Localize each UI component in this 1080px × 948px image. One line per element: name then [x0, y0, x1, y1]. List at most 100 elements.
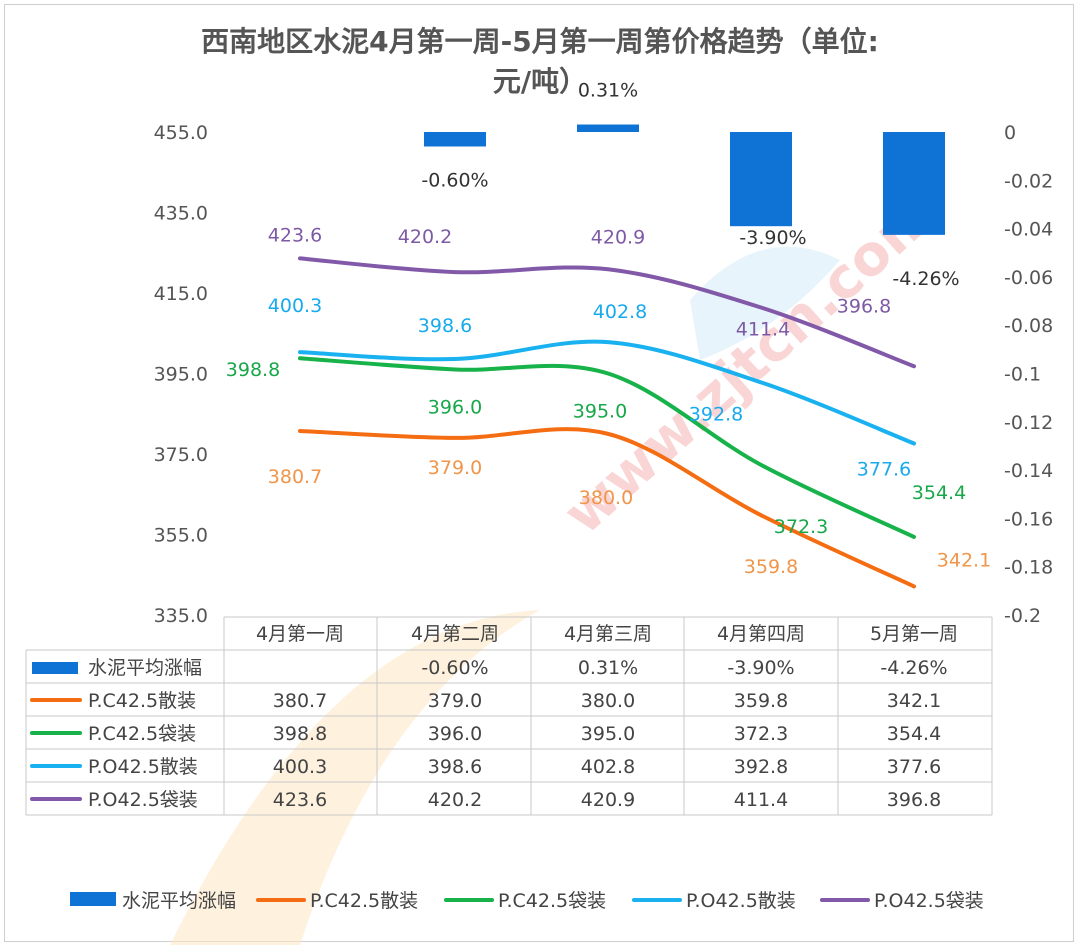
right-tick: -0.02: [1004, 170, 1053, 192]
table-cell: 380.0: [581, 690, 635, 712]
right-tick: -0.12: [1004, 412, 1053, 434]
table-cell: 396.0: [428, 723, 482, 745]
line-label-1-1: 396.0: [428, 396, 482, 418]
line-label-3-2: 420.9: [591, 226, 645, 248]
legend-label: P.O42.5袋装: [874, 890, 984, 912]
table-row-name: 水泥平均涨幅: [88, 657, 202, 679]
table-cell: 420.9: [581, 789, 635, 811]
data-labels: -0.60% 0.31% -3.90% -4.26% 380.7 379.0 380.0 35…: [226, 80, 991, 579]
table-cell: 392.8: [734, 756, 788, 778]
bar-4: [883, 132, 945, 235]
table-header-cell: 4月第四周: [717, 623, 805, 645]
table-row-name: P.C42.5袋装: [88, 723, 196, 745]
bar-label-2: 0.31%: [578, 80, 638, 102]
right-tick: -0.04: [1004, 219, 1053, 241]
bar-label-4: -4.26%: [892, 268, 959, 290]
line-label-2-2: 402.8: [593, 301, 647, 323]
line-label-1-2: 395.0: [573, 401, 627, 423]
line-label-3-4: 396.8: [837, 295, 891, 317]
right-tick: -0.16: [1004, 508, 1053, 530]
line-label-2-3: 392.8: [689, 403, 743, 425]
line-label-0-2: 380.0: [579, 487, 633, 509]
legend-key-bar: [70, 892, 116, 906]
table-cell: 342.1: [887, 690, 941, 712]
chart-title-line1: 西南地区水泥4月第一周-5月第一周第价格趋势（单位:: [201, 25, 879, 58]
legend-label: P.O42.5散装: [686, 890, 796, 912]
bar-label-3: -3.90%: [739, 227, 806, 249]
bar-1: [424, 132, 486, 147]
left-tick: 335.0: [154, 605, 208, 627]
watermark-swoosh: [170, 610, 540, 945]
table-cell: 396.8: [887, 789, 941, 811]
bar-series: [424, 124, 945, 235]
line-label-1-0: 398.8: [226, 359, 280, 381]
table-header-cell: 4月第一周: [256, 623, 344, 645]
table-cell: 411.4: [734, 789, 788, 811]
right-tick: -0.18: [1004, 557, 1053, 579]
table-cell: -3.90%: [727, 657, 794, 679]
line-label-3-0: 423.6: [268, 224, 322, 246]
line-label-1-3: 372.3: [774, 516, 828, 538]
bar-2: [577, 124, 639, 132]
table-header-cell: 4月第二周: [411, 623, 499, 645]
table-cell: 402.8: [581, 756, 635, 778]
left-axis: 455.0 435.0 415.0 395.0 375.0 355.0 335.0: [154, 122, 208, 627]
bar-3: [730, 132, 792, 227]
line-label-3-1: 420.2: [398, 226, 452, 248]
table-row-name: P.C42.5散装: [88, 690, 196, 712]
left-tick: 355.0: [154, 525, 208, 547]
table-cell: -0.60%: [421, 657, 488, 679]
right-tick: -0.2: [1004, 605, 1041, 627]
right-tick: -0.06: [1004, 267, 1053, 289]
left-tick: 375.0: [154, 444, 208, 466]
table-cell: 400.3: [273, 756, 327, 778]
table-cell: 423.6: [273, 789, 327, 811]
table-header-cell: 5月第一周: [870, 623, 958, 645]
right-tick: 0: [1004, 122, 1016, 144]
line-label-1-4: 354.4: [912, 482, 966, 504]
table-cell: 0.31%: [578, 657, 638, 679]
table-cell: -4.26%: [880, 657, 947, 679]
table-cell: 379.0: [428, 690, 482, 712]
line-label-2-0: 400.3: [268, 295, 322, 317]
table-row-name: P.O42.5袋装: [88, 789, 198, 811]
line-label-3-3: 411.4: [736, 318, 790, 340]
table-cell: 359.8: [734, 690, 788, 712]
line-series-3: [298, 256, 916, 369]
line-series-1: [298, 356, 916, 539]
line-label-0-1: 379.0: [428, 457, 482, 479]
chart-title-line2: 元/吨）: [492, 65, 588, 98]
line-label-0-3: 359.8: [744, 556, 798, 578]
right-tick: -0.08: [1004, 315, 1053, 337]
line-series-2: [298, 339, 916, 446]
legend-label: P.C42.5散装: [310, 890, 418, 912]
legend: 水泥平均涨幅 P.C42.5散装 P.C42.5袋装 P.O42.5散装 P.O42.5…: [70, 890, 984, 912]
right-tick: -0.14: [1004, 460, 1053, 482]
line-label-2-4: 377.6: [857, 459, 911, 481]
table-cell: 354.4: [887, 723, 941, 745]
table-row-name: P.O42.5散装: [88, 756, 198, 778]
watermark-swoosh-blue: [690, 246, 840, 360]
chart-title: 西南地区水泥4月第一周-5月第一周第价格趋势（单位: 元/吨）: [0, 22, 1080, 102]
table-cell: 398.6: [428, 756, 482, 778]
line-series-0: [298, 427, 916, 589]
table-key-bar: [32, 662, 78, 674]
left-tick: 455.0: [154, 122, 208, 144]
table-cell: 372.3: [734, 723, 788, 745]
left-tick: 395.0: [154, 364, 208, 386]
line-label-0-0: 380.7: [268, 466, 322, 488]
chart-frame: [4, 4, 1074, 942]
table-cell: 380.7: [273, 690, 327, 712]
line-label-0-4: 342.1: [937, 549, 991, 571]
left-tick: 415.0: [154, 283, 208, 305]
line-label-2-1: 398.6: [418, 315, 472, 337]
right-tick: -0.1: [1004, 364, 1041, 386]
table-cell: 377.6: [887, 756, 941, 778]
legend-label: P.C42.5袋装: [498, 890, 606, 912]
line-series: [298, 256, 916, 589]
right-axis: 0 -0.02 -0.04 -0.06 -0.08 -0.1 -0.12 -0.14 -0.16…: [1004, 122, 1053, 627]
bar-label-1: -0.60%: [421, 169, 488, 191]
table-cell: 398.8: [273, 723, 327, 745]
